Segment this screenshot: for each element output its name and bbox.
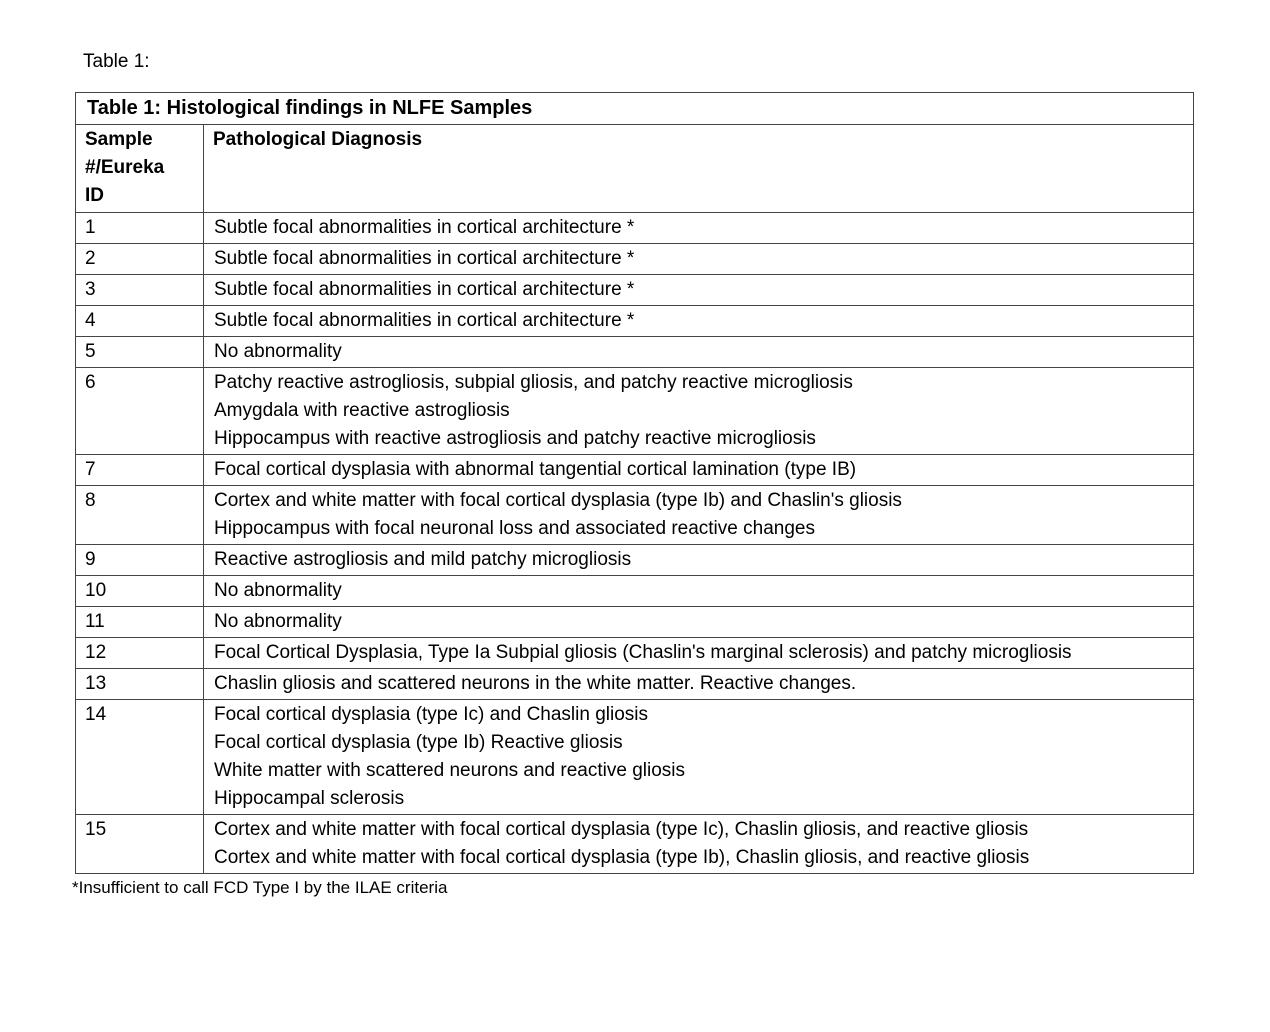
table-body: 1 Subtle focal abnormalities in cortical … — [75, 212, 1194, 874]
diagnosis-line: Subtle focal abnormalities in cortical a… — [214, 217, 635, 238]
table-row: 1 Subtle focal abnormalities in cortical … — [75, 212, 1194, 244]
diagnosis-cell: Subtle focal abnormalities in cortical a… — [203, 243, 1194, 275]
table-caption: Table 1: — [83, 51, 150, 72]
diagnosis-line: Cortex and white matter with focal corti… — [214, 847, 1030, 868]
diagnosis-line: Subtle focal abnormalities in cortical a… — [214, 310, 635, 331]
table-row: 8 Cortex and white matter with focal cort… — [75, 485, 1194, 545]
sample-id-cell: 11 — [75, 606, 204, 638]
table-title-row: Table 1: Histological findings in NLFE S… — [75, 92, 1194, 125]
table-title: Table 1: Histological findings in NLFE S… — [75, 92, 1194, 125]
sample-id-cell: 4 — [75, 305, 204, 337]
sample-id-cell: 7 — [75, 454, 204, 486]
diagnosis-line: Hippocampus with reactive astrogliosis a… — [214, 428, 816, 449]
table-row: 6 Patchy reactive astrogliosis, subpial g… — [75, 367, 1194, 455]
diagnosis-line: Hippocampus with focal neuronal loss and… — [214, 518, 815, 539]
diagnosis-line: Amygdala with reactive astrogliosis — [214, 400, 510, 421]
diagnosis-line: White matter with scattered neurons and … — [214, 760, 685, 781]
sample-id-cell: 13 — [75, 668, 204, 700]
sample-id-cell: 3 — [75, 274, 204, 306]
diagnosis-line: No abnormality — [214, 341, 342, 362]
diagnosis-cell: Cortex and white matter with focal corti… — [203, 814, 1194, 874]
sample-id-cell: 8 — [75, 485, 204, 545]
diagnosis-line: Reactive astrogliosis and mild patchy mi… — [214, 549, 632, 570]
table-row: 11 No abnormality — [75, 606, 1194, 638]
diagnosis-line: Focal cortical dysplasia (type Ic) and C… — [214, 704, 649, 725]
table-row: 5 No abnormality — [75, 336, 1194, 368]
sample-id-cell: 12 — [75, 637, 204, 669]
table-row: 12 Focal Cortical Dysplasia, Type Ia Subp… — [75, 637, 1194, 669]
column-header-sample-id: Sample #/Eureka ID — [75, 124, 204, 213]
column-header-diagnosis: Pathological Diagnosis — [203, 124, 1194, 213]
table-row: 7 Focal cortical dysplasia with abnormal … — [75, 454, 1194, 486]
diagnosis-line: No abnormality — [214, 611, 342, 632]
table-row: 2 Subtle focal abnormalities in cortical … — [75, 243, 1194, 275]
sample-id-cell: 10 — [75, 575, 204, 607]
sample-id-cell: 2 — [75, 243, 204, 275]
diagnosis-cell: Subtle focal abnormalities in cortical a… — [203, 212, 1194, 244]
diagnosis-cell: Patchy reactive astrogliosis, subpial gl… — [203, 367, 1194, 455]
table-row: 4 Subtle focal abnormalities in cortical … — [75, 305, 1194, 337]
diagnosis-cell: Subtle focal abnormalities in cortical a… — [203, 274, 1194, 306]
histology-table: Table 1: Histological findings in NLFE S… — [75, 92, 1194, 874]
diagnosis-line: Subtle focal abnormalities in cortical a… — [214, 248, 635, 269]
sample-id-cell: 9 — [75, 544, 204, 576]
diagnosis-cell: No abnormality — [203, 606, 1194, 638]
diagnosis-line: Focal cortical dysplasia with abnormal t… — [214, 459, 857, 480]
diagnosis-line: Hippocampal sclerosis — [214, 788, 405, 809]
table-row: 14 Focal cortical dysplasia (type Ic) and… — [75, 699, 1194, 815]
diagnosis-cell: Reactive astrogliosis and mild patchy mi… — [203, 544, 1194, 576]
diagnosis-cell: Chaslin gliosis and scattered neurons in… — [203, 668, 1194, 700]
table-row: 13 Chaslin gliosis and scattered neurons … — [75, 668, 1194, 700]
column-header-sample-id-label: Sample #/Eureka ID — [85, 129, 165, 206]
column-header-row: Sample #/Eureka ID Pathological Diagnosi… — [75, 124, 1194, 213]
diagnosis-line: Focal Cortical Dysplasia, Type Ia Subpia… — [214, 642, 1072, 663]
table-row: 10 No abnormality — [75, 575, 1194, 607]
diagnosis-line: Patchy reactive astrogliosis, subpial gl… — [214, 372, 853, 393]
diagnosis-cell: Subtle focal abnormalities in cortical a… — [203, 305, 1194, 337]
diagnosis-cell: No abnormality — [203, 575, 1194, 607]
diagnosis-line: Chaslin gliosis and scattered neurons in… — [214, 673, 857, 694]
diagnosis-line: Subtle focal abnormalities in cortical a… — [214, 279, 635, 300]
diagnosis-cell: Focal cortical dysplasia (type Ic) and C… — [203, 699, 1194, 815]
diagnosis-cell: No abnormality — [203, 336, 1194, 368]
diagnosis-line: Cortex and white matter with focal corti… — [214, 819, 1029, 840]
diagnosis-cell: Focal cortical dysplasia with abnormal t… — [203, 454, 1194, 486]
sample-id-cell: 1 — [75, 212, 204, 244]
footnote: *Insufficient to call FCD Type I by the … — [72, 878, 448, 897]
sample-id-cell: 14 — [75, 699, 204, 815]
table-row: 15 Cortex and white matter with focal cor… — [75, 814, 1194, 874]
diagnosis-cell: Focal Cortical Dysplasia, Type Ia Subpia… — [203, 637, 1194, 669]
diagnosis-line: No abnormality — [214, 580, 342, 601]
diagnosis-cell: Cortex and white matter with focal corti… — [203, 485, 1194, 545]
table-row: 9 Reactive astrogliosis and mild patchy m… — [75, 544, 1194, 576]
sample-id-cell: 15 — [75, 814, 204, 874]
table-row: 3 Subtle focal abnormalities in cortical … — [75, 274, 1194, 306]
sample-id-cell: 6 — [75, 367, 204, 455]
diagnosis-line: Cortex and white matter with focal corti… — [214, 490, 902, 511]
sample-id-cell: 5 — [75, 336, 204, 368]
diagnosis-line: Focal cortical dysplasia (type Ib) React… — [214, 732, 623, 753]
